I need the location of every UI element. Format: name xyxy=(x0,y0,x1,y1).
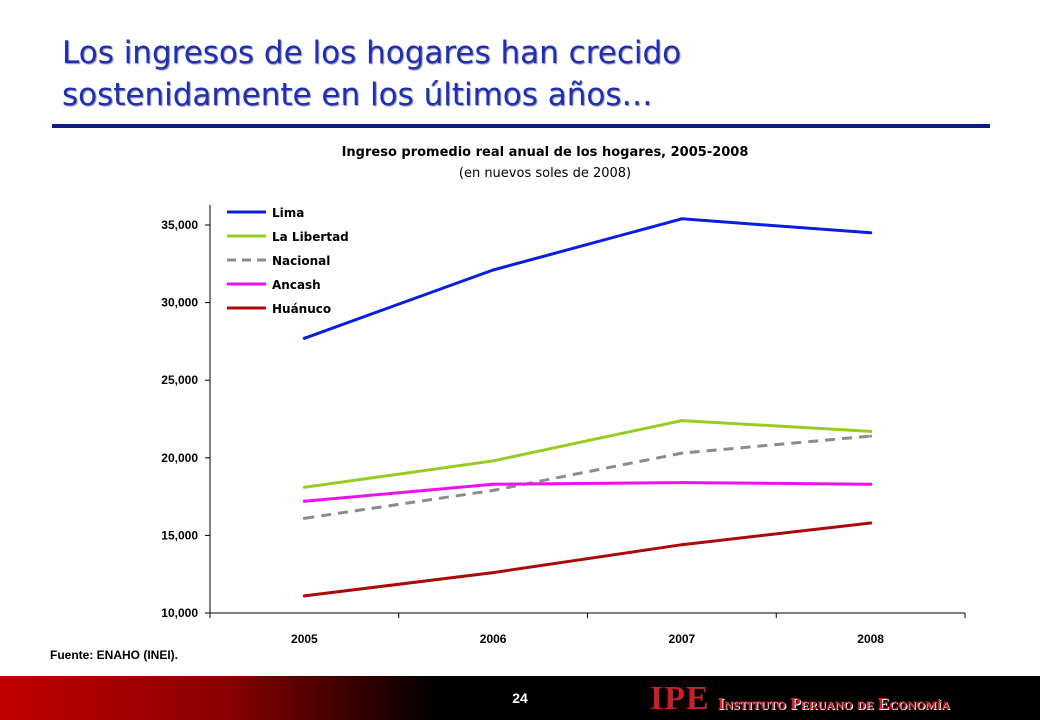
y-tick-label: 20,000 xyxy=(161,451,198,465)
data-point xyxy=(491,482,495,486)
legend-label: Huánuco xyxy=(272,302,331,316)
ipe-logo-mark: IPE xyxy=(650,680,710,717)
title-underline xyxy=(52,124,990,128)
data-point xyxy=(869,429,873,433)
x-tick-label: 2006 xyxy=(480,632,507,646)
x-tick-label: 2007 xyxy=(669,632,696,646)
legend-label: Nacional xyxy=(272,254,330,268)
slide-title-line-1: Los ingresos de los hogares han crecido xyxy=(62,35,682,71)
y-tick-label: 35,000 xyxy=(161,218,198,232)
data-point xyxy=(680,481,684,485)
y-tick-label: 10,000 xyxy=(161,606,198,620)
x-tick-label: 2008 xyxy=(857,632,884,646)
source-note: Fuente: ENAHO (INEI). xyxy=(50,648,178,662)
legend-label: La Libertad xyxy=(272,230,349,244)
data-point xyxy=(491,268,495,272)
chart-title: Ingreso promedio real anual de los hogar… xyxy=(342,145,749,160)
series-line xyxy=(304,434,871,520)
income-line-chart: Ingreso promedio real anual de los hogar… xyxy=(161,145,966,646)
data-point xyxy=(680,419,684,423)
data-point xyxy=(491,571,495,575)
ipe-logo: IPE Instituto Peruano de Economía xyxy=(650,680,950,718)
data-point xyxy=(491,459,495,463)
chart-subtitle: (en nuevos soles de 2008) xyxy=(459,166,631,181)
data-point xyxy=(680,217,684,221)
data-point xyxy=(869,521,873,525)
page-number: 24 xyxy=(512,690,528,706)
data-point xyxy=(302,336,306,340)
x-tick-label: 2005 xyxy=(291,632,318,646)
data-point xyxy=(680,543,684,547)
data-point xyxy=(302,516,306,520)
series-line xyxy=(302,217,873,340)
series-line xyxy=(302,419,873,489)
data-point xyxy=(302,485,306,489)
slide-title-line-2: sostenidamente en los últimos años… xyxy=(62,77,653,113)
slide-title: Los ingresos de los hogares han crecido … xyxy=(62,32,962,116)
footer-bar xyxy=(0,676,1040,720)
data-point xyxy=(869,434,873,438)
data-point xyxy=(302,594,306,598)
data-point xyxy=(869,231,873,235)
data-point xyxy=(302,499,306,503)
brand-name: Instituto Peruano de Economía xyxy=(717,694,950,713)
series-line xyxy=(302,481,873,503)
y-tick-label: 15,000 xyxy=(161,528,198,542)
data-point xyxy=(491,488,495,492)
y-tick-label: 30,000 xyxy=(161,296,198,310)
legend-label: Ancash xyxy=(272,278,321,292)
y-tick-label: 25,000 xyxy=(161,373,198,387)
series-line xyxy=(302,521,873,598)
data-point xyxy=(869,482,873,486)
legend-label: Lima xyxy=(272,206,304,220)
data-point xyxy=(680,451,684,455)
